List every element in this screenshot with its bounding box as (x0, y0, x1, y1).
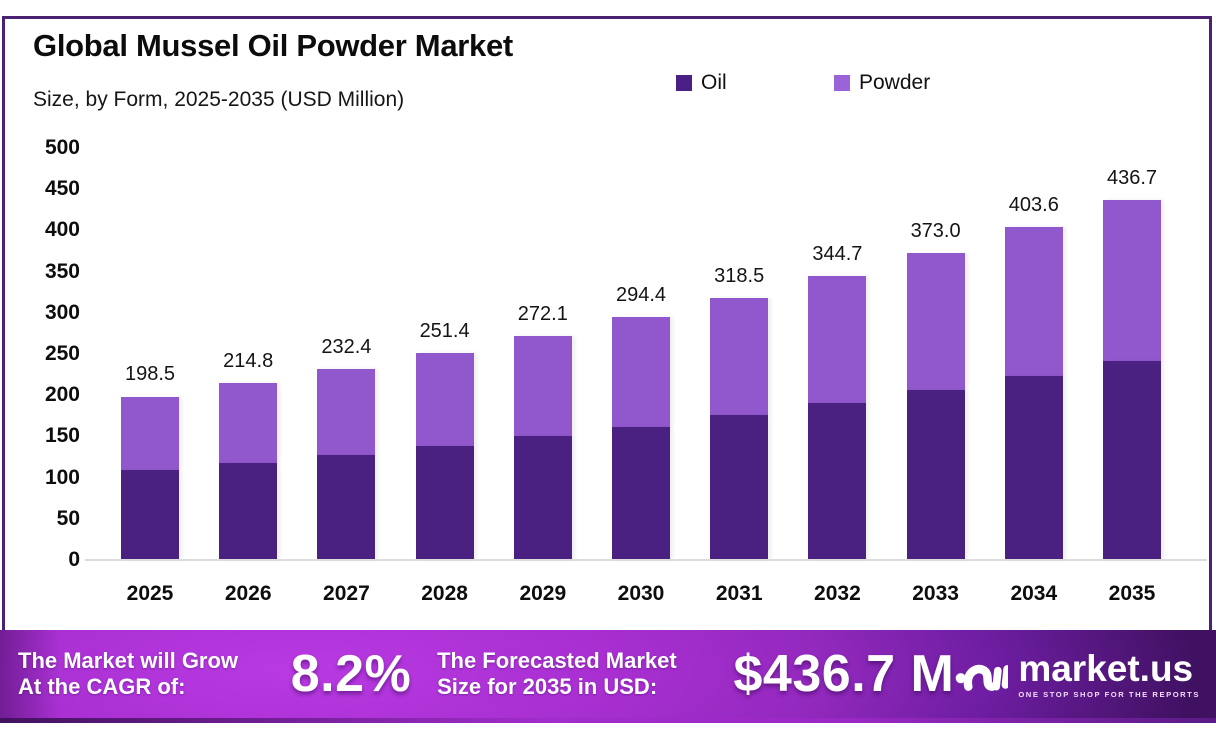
plot-area: 198.5 2025 214.8 2026 232.4 2027 251.4 2028 272.… (88, 140, 1205, 605)
x-axis-label: 2028 (421, 582, 468, 605)
brand-text: market.us ONE STOP SHOP FOR THE REPORTS (1018, 650, 1200, 699)
bar-group: 198.5 2025 (101, 140, 199, 605)
bar-total-label: 318.5 (714, 264, 765, 287)
y-axis-label: 350 (44, 259, 80, 283)
page-title: Global Mussel Oil Powder Market (33, 28, 513, 63)
bar-group: 251.4 2028 (396, 140, 494, 605)
cagr-label-line1: The Market will Grow (18, 647, 239, 673)
bar-total-label: 232.4 (321, 335, 372, 358)
y-axis-label: 400 (44, 218, 80, 242)
bar-segment-powder (1004, 227, 1063, 376)
y-axis-label: 150 (44, 424, 80, 448)
legend-swatch (676, 75, 692, 91)
bar-segment-oil (219, 462, 278, 560)
forecast-label-line2: Size for 2035 in USD: (437, 674, 658, 699)
market-us-logo-icon (956, 664, 1009, 691)
bar-group: 232.4 2027 (297, 140, 395, 605)
bar-total-label: 294.4 (615, 284, 667, 307)
banner-substrip (0, 718, 1216, 723)
x-axis-label: 2032 (814, 582, 861, 605)
y-axis-label: 500 (44, 136, 80, 159)
bar-group: 318.5 2031 (690, 140, 788, 605)
brand-tagline: ONE STOP SHOP FOR THE REPORTS (1018, 689, 1200, 699)
bar-total-label: 436.7 (1106, 167, 1158, 190)
legend-item-oil: Oil (676, 71, 727, 95)
bar-segment-powder (808, 275, 867, 404)
x-axis-label: 2034 (1010, 582, 1058, 605)
y-axis-label: 100 (44, 465, 80, 489)
bar-segment-powder (317, 368, 376, 455)
y-axis-label: 300 (44, 300, 80, 324)
cagr-value: 8.2% (290, 645, 412, 703)
bar-group: 373.0 2033 (887, 140, 985, 605)
bar-segment-powder (121, 396, 179, 471)
bar-group: 436.7 2035 (1083, 140, 1181, 605)
bar-total-label: 373.0 (910, 219, 961, 242)
bar-segment-powder (710, 297, 769, 416)
legend-label: Powder (859, 71, 931, 94)
bar-group: 272.1 2029 (494, 140, 592, 605)
forecast-value: $436.7 M (733, 645, 955, 703)
bar-segment-oil (612, 426, 670, 560)
bar-segment-oil (317, 454, 376, 560)
bar-total-label: 272.1 (517, 302, 568, 325)
x-axis-label: 2026 (224, 582, 272, 605)
forecast-label: The Forecasted Market Size for 2035 in U… (437, 648, 731, 701)
bar-total-label: 198.5 (124, 363, 176, 386)
bar-total-label: 403.6 (1008, 194, 1059, 217)
bar-total-label: 344.7 (812, 243, 863, 265)
bar-segment-oil (1004, 375, 1063, 560)
bar-segment-powder (612, 317, 670, 427)
bar-segment-oil (1103, 360, 1161, 560)
y-axis-label: 50 (56, 506, 80, 530)
x-axis-label: 2033 (912, 582, 959, 605)
x-axis-label: 2030 (617, 582, 665, 605)
x-axis-label: 2035 (1108, 582, 1156, 605)
bar-segment-powder (219, 383, 278, 463)
bar-segment-oil (121, 470, 179, 560)
bar-segment-oil (415, 445, 474, 560)
y-axis-label: 200 (44, 383, 80, 407)
legend-label: Oil (701, 71, 727, 94)
brand-name: market.us (1018, 647, 1194, 689)
market-us-logo: market.us ONE STOP SHOP FOR THE REPORTS (954, 647, 1200, 701)
bar-group: 294.4 2030 (592, 140, 690, 605)
y-axis-label: 450 (44, 177, 80, 201)
bar-group: 214.8 2026 (199, 140, 297, 605)
x-axis-label: 2025 (126, 582, 174, 605)
y-axis-label: 0 (68, 548, 80, 571)
bar-segment-powder (906, 252, 965, 391)
x-axis-label: 2029 (519, 582, 567, 605)
bar-segment-oil (513, 436, 572, 560)
y-axis-label: 250 (44, 342, 80, 365)
legend-swatch (834, 75, 850, 91)
bar-segment-oil (710, 415, 769, 560)
cagr-label: The Market will Grow At the CAGR of: (18, 648, 277, 701)
bar-segment-powder (1103, 200, 1161, 361)
bar-segment-powder (513, 335, 572, 437)
bar-segment-oil (906, 390, 965, 560)
bar-group: 344.7 2032 (788, 140, 886, 605)
cagr-label-line2: At the CAGR of: (18, 674, 186, 699)
x-axis-line (85, 559, 1207, 561)
bar-total-label: 251.4 (419, 319, 470, 342)
y-axis: 0 50 100 150 200 250 300 350 400 450 500 (24, 136, 80, 571)
bar-total-label: 214.8 (223, 350, 274, 372)
x-axis-label: 2027 (323, 582, 370, 605)
cagr-banner: The Market will Grow At the CAGR of: 8.2… (0, 630, 1216, 718)
legend-item-powder: Powder (834, 71, 930, 95)
bar-group: 403.6 2034 (985, 140, 1083, 605)
bar-segment-powder (415, 352, 474, 446)
page-subtitle: Size, by Form, 2025-2035 (USD Million) (33, 88, 405, 111)
bar-segment-oil (808, 403, 867, 560)
forecast-label-line1: The Forecasted Market (437, 647, 677, 673)
x-axis-label: 2031 (715, 582, 763, 605)
